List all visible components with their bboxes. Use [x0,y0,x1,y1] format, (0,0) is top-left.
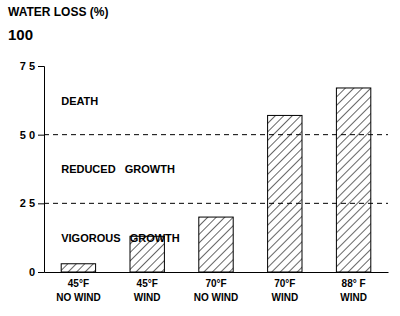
y-axis-line [38,67,45,273]
y-tick-mark [38,203,44,204]
chart: WATER LOSS (%)10002 55 07 545°FNO WIND45… [0,0,400,316]
x-tick: 45°F WIND [134,278,161,303]
reference-line [44,203,388,204]
y-tick: 0 [29,266,44,278]
x-tick-label: 45°F [68,278,89,289]
bar [61,264,95,272]
x-tick-label: 45°F [137,278,158,289]
y-tick-mark [38,272,44,273]
x-axis-line [45,272,389,273]
y-tick: 2 5 [20,197,44,209]
x-tick: 45°F NO WIND [56,278,100,303]
x-tick-label: 70°F [274,278,295,289]
y-tick-mark [38,66,44,67]
bar [199,217,233,272]
y-tick-mark [38,135,44,136]
y-tick-label: 5 0 [20,129,35,141]
x-tick: 70°F NO WIND [194,278,238,303]
y-tick-label: 0 [29,266,35,278]
x-tick-label: 70°F [205,278,226,289]
y-tick-label: 7 5 [20,60,35,72]
y-axis: 0 2 5 5 0 7 5 [20,60,45,278]
x-tick-label: NO WIND [56,292,100,303]
x-tick-label: WIND [340,292,367,303]
x-tick-label: 88° F [342,278,366,289]
zone-label: REDUCED GROWTH [61,163,175,175]
x-tick-label: NO WIND [194,292,238,303]
annotations: DEATH REDUCED GROWTH VIGOROUS GROWTH [61,95,180,244]
x-tick-label: WIND [271,292,298,303]
reference-line [44,134,388,135]
zone-label: VIGOROUS GROWTH [61,232,180,244]
x-axis: 45°FNO WIND45°FWIND70°FNO WIND70°FWIND88… [45,273,389,304]
y-tick: 7 5 [20,60,44,72]
y-tick-label: 2 5 [20,197,35,209]
y-tick: 5 0 [20,129,44,141]
y-label-note: 100 [8,26,33,43]
x-tick: 88° F WIND [340,278,367,303]
y-label: WATER LOSS (%) [8,5,108,19]
x-tick: 70°F WIND [271,278,298,303]
zone-label: DEATH [61,95,98,107]
bar [268,115,302,272]
plot-area [44,88,388,272]
x-tick-label: WIND [134,292,161,303]
bar [336,88,370,272]
